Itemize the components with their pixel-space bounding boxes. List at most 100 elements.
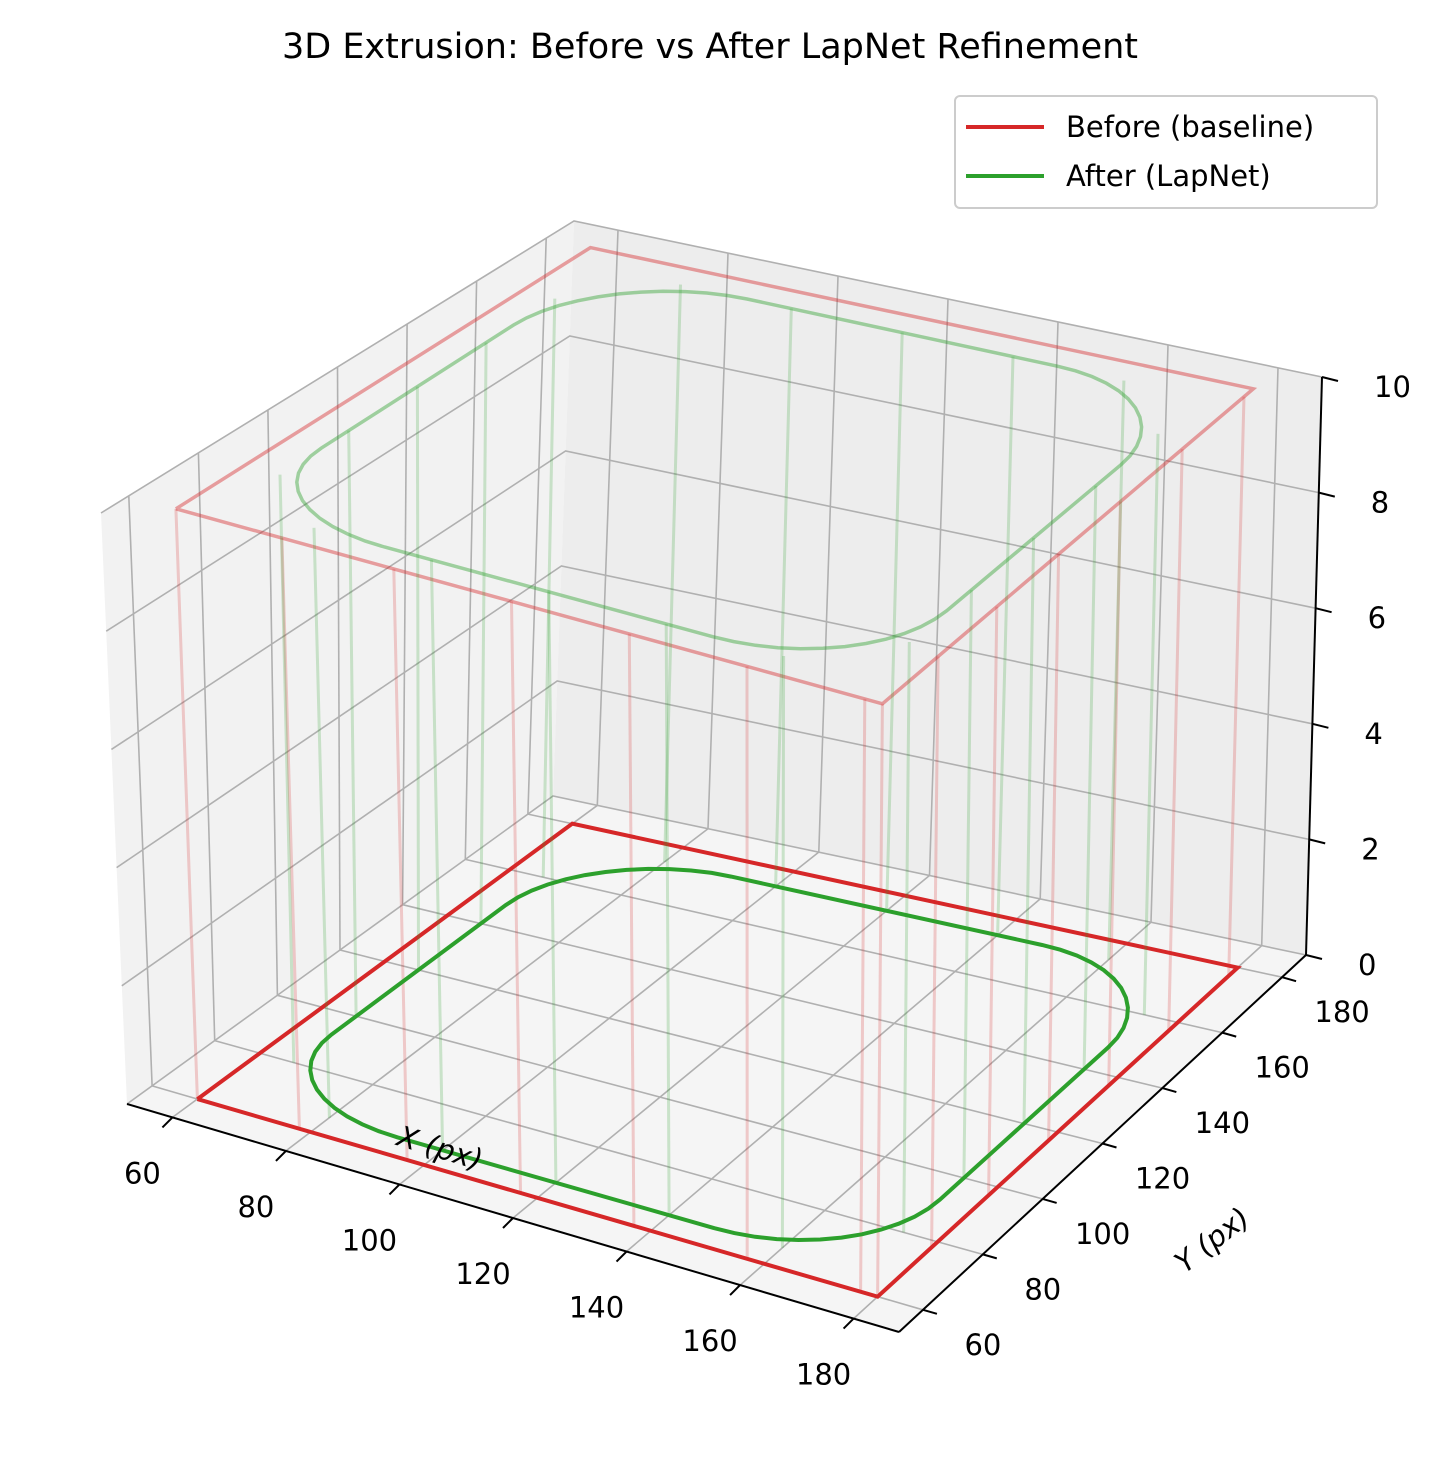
y-tick-label: 160 (1255, 1051, 1310, 1085)
extrusion-edge-1 (347, 430, 358, 1017)
x-tick-mark (161, 1116, 174, 1129)
extrusion-edge-1 (1142, 433, 1160, 1015)
z-tick-label: 8 (1371, 486, 1389, 520)
z-tick-mark (1318, 491, 1336, 498)
z-tick-mark (1305, 954, 1323, 960)
plot-area (174, 245, 1258, 1299)
extrusion-edge-1 (962, 589, 973, 1179)
grid-line-z (116, 565, 1313, 869)
extrusion-edge-1 (1082, 485, 1098, 1070)
extrusion-edge-0 (930, 656, 940, 1248)
chart-title: 3D Extrusion: Before vs After LapNet Ref… (282, 27, 1138, 67)
tick-labels: 6080100120140160180608010012014016018002… (124, 370, 1411, 1392)
z-tick-mark (1312, 722, 1329, 729)
extrusion-edge-1 (780, 655, 786, 1248)
y-tick-label: 100 (1075, 1217, 1130, 1251)
z-tick-mark (1321, 376, 1339, 382)
grid-line-y-wall (464, 281, 478, 860)
y-tick-mark (1042, 1197, 1057, 1204)
axis-panes (101, 221, 1322, 1332)
legend-label-before: Before (baseline) (1066, 110, 1314, 144)
extrusion-edge-0 (1167, 449, 1184, 1031)
grid-line-z (100, 220, 1323, 514)
y-tick-mark (982, 1253, 998, 1260)
grid-line-z (110, 450, 1316, 751)
grid-line-y-wall (336, 366, 341, 951)
grid-line-y (277, 994, 1043, 1200)
extrusion-edge-1 (312, 527, 331, 1118)
grid-line-y (465, 858, 1223, 1034)
z-tick-label: 10 (1374, 370, 1411, 404)
z-axis-line (1305, 376, 1323, 956)
grid-line-y-wall (197, 452, 216, 1041)
grid-line-y (214, 1039, 984, 1256)
extrusion-edge-1 (415, 386, 420, 970)
x-tick-mark (388, 1183, 401, 1196)
z-tick-label: 4 (1364, 717, 1382, 751)
grid-line-y (402, 903, 1163, 1089)
extrusion-edge-0 (987, 606, 999, 1196)
extrusion-edge-1 (547, 591, 558, 1183)
extrusion-edge-0 (627, 633, 636, 1226)
x-tick-label: 160 (682, 1324, 737, 1358)
y-tick-label: 60 (964, 1328, 1001, 1362)
base-outline-0 (196, 821, 1242, 1299)
z-tick-mark (1315, 607, 1332, 614)
x-tick-label: 140 (569, 1291, 624, 1325)
extrusion-edge-1 (902, 641, 911, 1233)
top-outline-0 (174, 245, 1258, 706)
axis-lines (126, 376, 1339, 1333)
extrusion-edge-1 (996, 356, 1015, 936)
extrusion-edge-1 (663, 284, 682, 862)
extrusion-edge-0 (174, 508, 199, 1100)
grid-line-z (105, 335, 1319, 632)
extrusion-edge-1 (1022, 537, 1036, 1124)
y-tick-label: 180 (1314, 995, 1369, 1029)
y-tick-mark (922, 1308, 938, 1315)
z-tick-label: 0 (1358, 948, 1376, 982)
legend-box (954, 95, 1378, 209)
extrusion-edge-1 (541, 298, 557, 878)
y-tick-mark (1162, 1087, 1177, 1094)
back-pane (553, 221, 1322, 955)
extrusion-edge-0 (1107, 501, 1122, 1086)
extrusion-edge-1 (664, 623, 671, 1216)
floor-pane (127, 796, 1306, 1332)
z-tick-mark (1308, 838, 1326, 845)
x-tick-mark (502, 1217, 514, 1229)
legend: Before (baseline) After (LapNet) (954, 95, 1378, 209)
extrusion-edge-1 (278, 474, 296, 1063)
extrusion-edge-0 (859, 698, 867, 1292)
extrusion-edge-1 (774, 308, 793, 887)
grid-line-y-wall (267, 409, 279, 996)
grid-line-y-wall (128, 495, 153, 1086)
extrusion-edge-1 (885, 332, 904, 911)
y-axis-title: Y (px) (1168, 1200, 1256, 1279)
x-tick-mark (842, 1317, 855, 1330)
x-tick-label: 120 (455, 1257, 510, 1291)
y-tick-mark (1281, 976, 1297, 983)
extrusion-edge-0 (280, 538, 301, 1129)
x-tick-mark (615, 1250, 628, 1263)
extrusion-edge-0 (1047, 554, 1061, 1141)
y-tick-label: 80 (1024, 1272, 1061, 1306)
y-tick-label: 140 (1195, 1106, 1250, 1140)
z-tick-label: 2 (1361, 832, 1379, 866)
x-tick-mark (275, 1150, 287, 1162)
extrusion-edge-0 (1227, 396, 1246, 976)
grid-lines (100, 220, 1323, 1320)
extrusion-edge-0 (392, 568, 409, 1161)
y-tick-label: 120 (1135, 1162, 1190, 1196)
x-tick-label: 60 (124, 1156, 161, 1190)
y-tick-mark (1102, 1142, 1117, 1149)
grid-line-y-wall (527, 238, 547, 815)
grid-line-y-wall (401, 324, 408, 905)
base-outline-1 (308, 866, 1130, 1243)
extrusion-edge-1 (479, 342, 488, 924)
x-tick-mark (729, 1284, 741, 1296)
extrusion-edge-0 (876, 703, 884, 1297)
left-pane (101, 221, 574, 1104)
y-tick-mark (1221, 1031, 1237, 1038)
grid-line-z (126, 795, 1307, 1105)
